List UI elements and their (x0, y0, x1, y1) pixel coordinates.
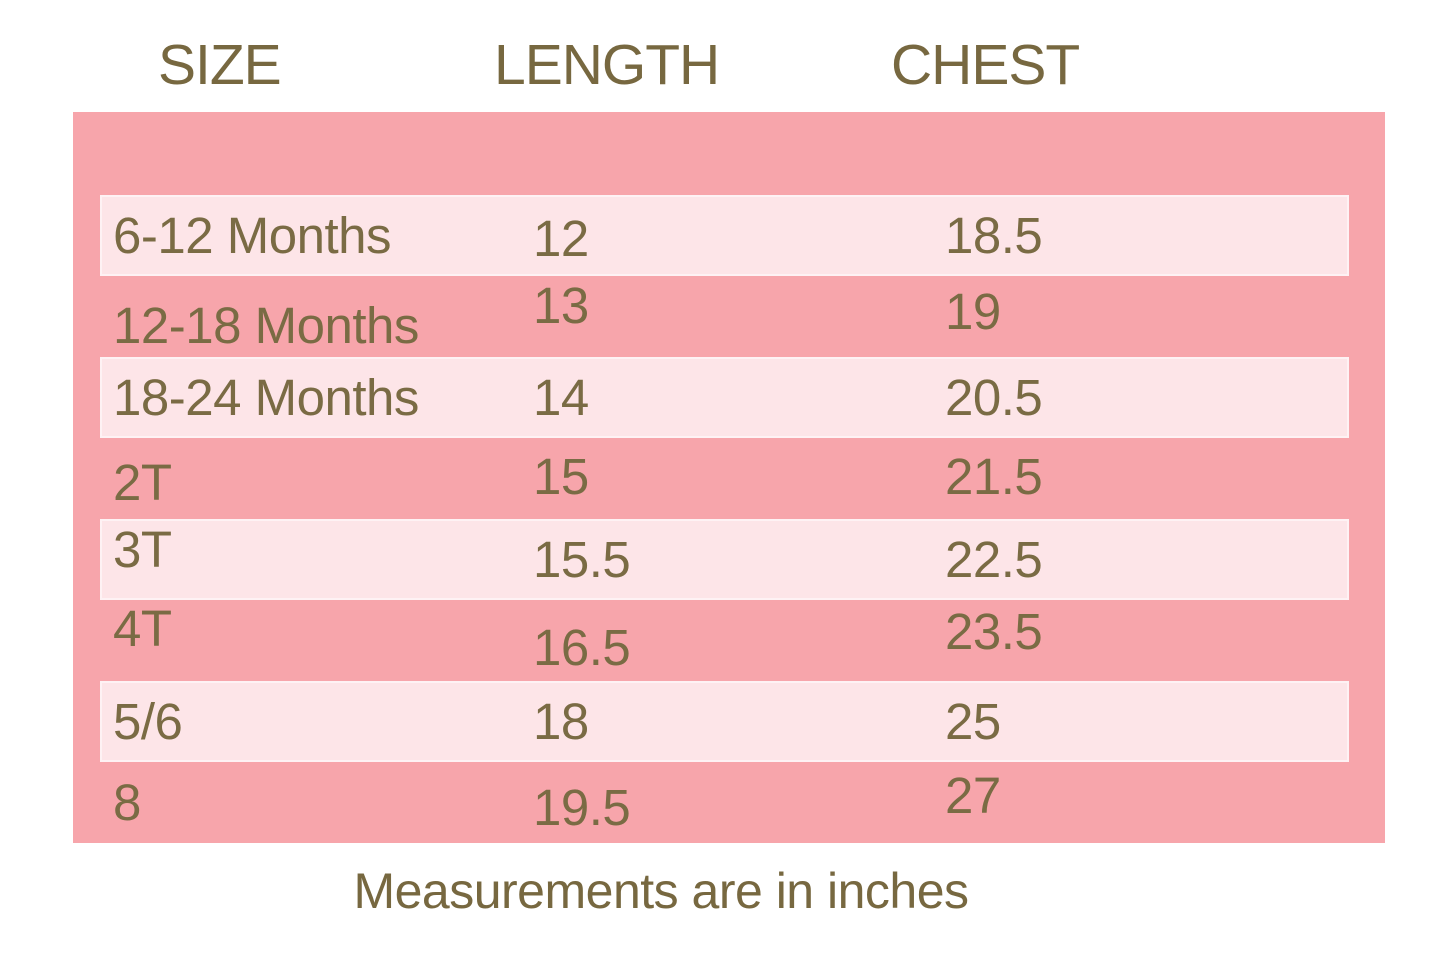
size-cell: 5/6 (113, 693, 183, 750)
column-header-length: LENGTH (494, 33, 720, 97)
length-cell: 15 (533, 448, 589, 505)
length-cell: 15.5 (533, 531, 631, 588)
size-cell: 18-24 Months (113, 369, 419, 426)
chest-cell: 21.5 (945, 448, 1043, 505)
chest-cell: 18.5 (945, 207, 1043, 264)
row-highlight (100, 357, 1349, 438)
chest-cell: 25 (945, 693, 1001, 750)
length-cell: 19.5 (533, 779, 631, 836)
table-row: 18-24 Months 14 20.5 (73, 357, 1385, 438)
size-cell: 8 (113, 774, 141, 831)
length-cell: 16.5 (533, 619, 631, 676)
size-cell: 6-12 Months (113, 207, 392, 264)
table-row: 8 19.5 27 (73, 762, 1385, 843)
length-cell: 12 (533, 210, 589, 267)
size-cell: 4T (113, 600, 172, 657)
table-row: 6-12 Months 12 18.5 (73, 195, 1385, 276)
chest-cell: 19 (945, 283, 1001, 340)
chest-cell: 23.5 (945, 603, 1043, 660)
chest-cell: 20.5 (945, 369, 1043, 426)
measurement-units-note: Measurements are in inches (353, 863, 969, 919)
size-cell: 2T (113, 454, 172, 511)
chest-cell: 27 (945, 767, 1001, 824)
table-row: 2T 15 21.5 (73, 438, 1385, 519)
size-cell: 12-18 Months (113, 297, 419, 354)
table-rows: 6-12 Months 12 18.5 12-18 Months 13 19 1… (73, 195, 1385, 843)
length-cell: 13 (533, 277, 589, 334)
length-cell: 14 (533, 369, 589, 426)
column-header-chest: CHEST (891, 33, 1080, 97)
size-cell: 3T (113, 521, 172, 578)
chest-cell: 22.5 (945, 531, 1043, 588)
table-row: 4T 16.5 23.5 (73, 600, 1385, 681)
row-highlight (100, 519, 1349, 600)
chart-panel: 6-12 Months 12 18.5 12-18 Months 13 19 1… (73, 112, 1385, 843)
row-highlight (100, 195, 1349, 276)
length-cell: 18 (533, 693, 589, 750)
row-highlight (100, 681, 1349, 762)
column-header-size: SIZE (158, 33, 282, 97)
table-row: 12-18 Months 13 19 (73, 276, 1385, 357)
table-row: 5/6 18 25 (73, 681, 1385, 762)
table-row: 3T 15.5 22.5 (73, 519, 1385, 600)
